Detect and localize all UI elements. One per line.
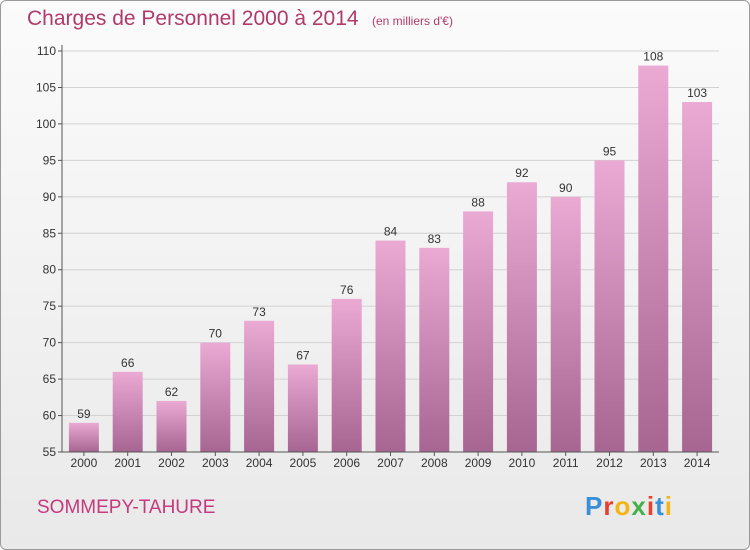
chart-title: Charges de Personnel 2000 à 2014 (27, 7, 359, 30)
bars: 59 66 62 70 73 67 76 84 83 88 92 90 95 108 103 (68, 50, 713, 452)
x-tick-label: 2008 (421, 456, 448, 470)
x-tick-label: 2000 (71, 456, 98, 470)
data-label: 83 (428, 232, 442, 246)
data-label: 59 (77, 407, 91, 421)
y-tick-label: 85 (43, 226, 57, 240)
x-tick-label: 2014 (684, 456, 711, 470)
data-label: 76 (340, 283, 354, 297)
x-tick-label: 2001 (114, 456, 141, 470)
bar-2013 (638, 65, 669, 452)
y-tick-label: 80 (43, 263, 57, 277)
x-tick-label: 2011 (553, 456, 579, 470)
y-tick-label: 100 (36, 117, 56, 131)
bar-2008 (419, 247, 450, 452)
x-tick-label: 2003 (202, 456, 229, 470)
data-label: 95 (603, 144, 617, 158)
x-tick-label: 2013 (640, 456, 667, 470)
bar-2010 (506, 182, 537, 452)
place-name: SOMMEPY-TAHURE (37, 497, 216, 518)
y-tick-label: 95 (43, 153, 57, 167)
data-label: 84 (384, 225, 398, 239)
y-tick-label: 105 (36, 80, 56, 94)
bar-2005 (287, 364, 318, 452)
data-label: 73 (252, 305, 266, 319)
bar-2004 (244, 320, 275, 452)
data-label: 90 (559, 181, 573, 195)
logo-letter: P (585, 491, 604, 521)
bar-2000 (68, 422, 99, 452)
bar-2012 (594, 160, 625, 452)
data-label: 67 (296, 349, 310, 363)
logo-letter: o (614, 491, 632, 521)
y-tick-label: 75 (43, 299, 57, 313)
logo-letter: x (631, 491, 647, 521)
x-tick-label: 2006 (333, 456, 360, 470)
chart-subtitle: (en milliers d'€) (372, 14, 453, 28)
x-tick-label: 2007 (377, 456, 404, 470)
data-label: 103 (687, 86, 707, 100)
data-label: 88 (471, 195, 485, 209)
axes: 55 60 65 70 75 80 85 90 95 100 105 110 2000 2001 2002 2… (36, 44, 719, 470)
x-tick-label: 2012 (596, 456, 623, 470)
bar-2003 (200, 342, 231, 452)
x-tick-label: 2005 (290, 456, 317, 470)
y-tick-label: 65 (43, 372, 57, 386)
bar-2009 (463, 211, 494, 452)
y-tick-label: 70 (43, 336, 57, 350)
data-label: 70 (209, 327, 223, 341)
bar-2011 (550, 196, 581, 452)
proxiti-logo[interactable]: Proxiti (585, 491, 673, 522)
bar-2002 (156, 400, 187, 452)
bar-2007 (375, 240, 406, 452)
logo-letter: r (603, 491, 615, 521)
bar-2006 (331, 298, 362, 452)
data-label: 108 (643, 50, 663, 64)
data-label: 66 (121, 356, 135, 370)
logo-letter: i (664, 491, 673, 521)
y-tick-label: 90 (43, 190, 57, 204)
data-label: 62 (165, 385, 179, 399)
x-tick-label: 2002 (158, 456, 185, 470)
x-tick-label: 2004 (246, 456, 273, 470)
bar-2014 (682, 102, 713, 452)
x-tick-label: 2009 (465, 456, 492, 470)
x-tick-label: 2010 (509, 456, 536, 470)
logo-letter: t (655, 491, 665, 521)
data-label: 92 (515, 166, 529, 180)
bar-2001 (112, 371, 143, 452)
y-tick-label: 110 (37, 44, 56, 58)
y-tick-label: 60 (43, 409, 57, 423)
y-tick-label: 55 (43, 445, 57, 459)
logo-letter: i (646, 491, 656, 521)
